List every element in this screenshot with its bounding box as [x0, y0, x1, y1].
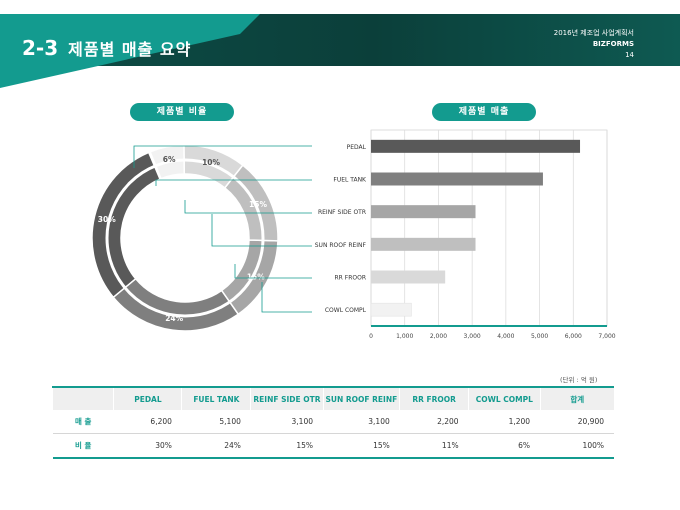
bar-category-label: PEDAL [347, 144, 367, 151]
table-header-row: PEDAL FUEL TANK REINF SIDE OTR SUN ROOF … [51, 386, 614, 410]
donut-inner-ring [105, 158, 265, 318]
bar-category-label: COWL COMPL [325, 307, 367, 314]
doc-meta: 2016년 제조업 사업계획서 BIZFORMS 14 [554, 28, 634, 61]
bar-reinf-side-otr [371, 205, 476, 219]
connector-line [261, 282, 312, 313]
table-cell: 6,200 [113, 410, 182, 434]
table-cell: 3,100 [323, 410, 400, 434]
bar-x-tick-label: 0 [369, 333, 373, 340]
bar-category-label: RR FROOR [335, 275, 366, 282]
bar-pedal [371, 139, 581, 153]
table-row-ratio: 비 율 30% 24% 15% 15% 11% 6% 100% [52, 433, 614, 459]
connector-line [133, 145, 312, 168]
bar-x-tick-label: 6,000 [565, 333, 582, 340]
table-cell: 11% [399, 433, 469, 459]
table-header-cell: 합계 [539, 386, 614, 410]
doc-title: 2016년 제조업 사업계획서 [553, 29, 634, 37]
donut-label-reinf-side-otr: 15% [247, 272, 265, 281]
table-header-cell: SUN ROOF REINF [322, 386, 400, 410]
header-banner: 2-3 제품별 매출 요약 2016년 제조업 사업계획서 BIZFORMS 14 [0, 14, 680, 88]
table-header-cell: PEDAL [113, 386, 182, 410]
table-corner-cell [51, 386, 114, 410]
row-label: 매 출 [52, 410, 114, 434]
bar-sun-roof-reinf [371, 237, 476, 251]
donut-slice-fuel-tank [112, 277, 240, 332]
bar-category-label: REINF SIDE OTR [318, 209, 366, 216]
table-cell: 30% [113, 433, 182, 459]
bar-x-tick-label: 7,000 [598, 333, 615, 340]
table-cell: 5,100 [181, 410, 251, 434]
bar-category-label: FUEL TANK [333, 177, 367, 184]
summary-table: PEDAL FUEL TANK REINF SIDE OTR SUN ROOF … [51, 386, 614, 459]
section-title: 제품별 매출 요약 [68, 40, 192, 59]
donut-label-sun-roof-reinf: 15% [249, 200, 267, 209]
section-number: 2-3 [22, 36, 59, 60]
table-cell: 24% [181, 433, 251, 459]
page-number: 14 [625, 51, 634, 59]
table-cell: 1,200 [468, 410, 541, 434]
page-title: 2-3 제품별 매출 요약 [22, 36, 191, 60]
donut-label-fuel-tank: 24% [165, 314, 183, 323]
bar-fuel-tank [371, 172, 543, 186]
connector-line [155, 179, 312, 186]
table-row-sales: 매 출 6,200 5,100 3,100 3,100 2,200 1,200 … [52, 410, 614, 434]
table-cell: 20,900 [540, 410, 614, 434]
donut-label-rr-froor: 10% [202, 158, 220, 167]
connector-line [234, 264, 312, 279]
donut-label-pedal: 30% [98, 215, 116, 224]
table-header-cell: REINF SIDE OTR [250, 386, 324, 410]
ratio-pill: 제품별 비율 [130, 103, 234, 121]
table-cell: 15% [250, 433, 324, 459]
row-label: 비 율 [52, 433, 114, 459]
bar-x-tick-label: 1,000 [396, 333, 413, 340]
bar-x-tick-label: 3,000 [464, 333, 481, 340]
bar-category-label: SUN ROOF REINF [315, 242, 367, 249]
connector-line [211, 214, 312, 247]
bar-plot-frame [370, 129, 608, 327]
bar-x-tick-label: 5,000 [531, 333, 548, 340]
table-cell: 2,200 [399, 410, 469, 434]
header-background [0, 14, 680, 88]
donut-label-cowl-compl: 6% [163, 155, 176, 164]
table-header-cell: COWL COMPL [468, 386, 541, 410]
brand-label: BIZFORMS [592, 40, 634, 48]
unit-note: (단위 : 억 원) [560, 376, 598, 384]
table-cell: 6% [468, 433, 541, 459]
table-cell: 15% [323, 433, 400, 459]
table-cell: 3,100 [250, 410, 324, 434]
connector-line [184, 200, 312, 214]
table-header-cell: RR FROOR [399, 386, 469, 410]
sales-pill: 제품별 매출 [432, 103, 536, 121]
bar-rr-froor [371, 270, 446, 284]
bar-x-tick-label: 4,000 [497, 333, 514, 340]
donut-slice-sun-roof-reinf [223, 164, 279, 242]
table-cell: 100% [540, 433, 614, 459]
bar-cowl-compl [370, 302, 412, 317]
table-header-cell: FUEL TANK [181, 386, 251, 410]
bar-x-tick-label: 2,000 [430, 333, 447, 340]
